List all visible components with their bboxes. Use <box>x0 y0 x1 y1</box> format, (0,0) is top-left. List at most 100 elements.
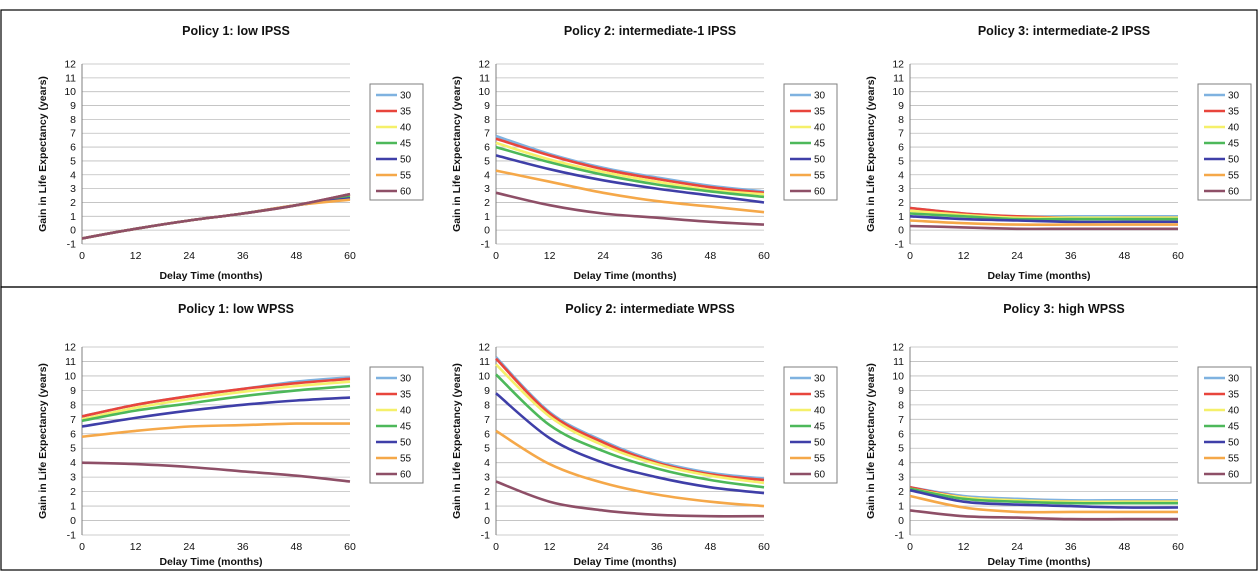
y-tick-label: 5 <box>70 443 76 455</box>
y-tick-label: 0 <box>484 515 490 527</box>
x-tick-label: 36 <box>651 541 663 553</box>
legend-label-30: 30 <box>814 374 826 385</box>
x-tick-label: 24 <box>1011 541 1023 553</box>
y-tick-label: 9 <box>898 100 904 112</box>
y-tick-label: 3 <box>484 472 490 484</box>
y-tick-label: 3 <box>898 183 904 195</box>
legend-label-40: 40 <box>1228 406 1240 417</box>
y-tick-label: 1 <box>898 501 904 513</box>
x-tick-label: 60 <box>1172 541 1184 553</box>
x-tick-label: 60 <box>758 250 770 262</box>
y-axis-title: Gain in Life Expectancy (years) <box>451 363 463 519</box>
legend-label-30: 30 <box>400 374 412 385</box>
series-line-60 <box>81 192 351 240</box>
legend-label-45: 45 <box>814 139 826 150</box>
x-axis-title: Delay Time (months) <box>987 556 1090 568</box>
legend-label-30: 30 <box>814 91 826 102</box>
y-tick-label: 7 <box>484 128 490 140</box>
legend-label-45: 45 <box>400 422 412 433</box>
legend-label-60: 60 <box>400 187 412 198</box>
y-tick-label: 0 <box>898 515 904 527</box>
series-line-50 <box>81 396 351 428</box>
y-tick-label: 8 <box>70 114 76 126</box>
x-tick-label: 36 <box>237 541 249 553</box>
y-tick-label: 4 <box>898 169 904 181</box>
legend-label-55: 55 <box>1228 171 1240 182</box>
series-line-30 <box>909 486 1178 502</box>
y-tick-label: 8 <box>898 399 904 411</box>
y-tick-label: 5 <box>898 155 904 167</box>
y-tick-label: 9 <box>484 100 490 112</box>
x-tick-label: 12 <box>130 541 142 553</box>
chart-title: Policy 3: high WPSS <box>1003 302 1125 316</box>
y-tick-label: 3 <box>484 183 490 195</box>
x-tick-label: 12 <box>544 541 556 553</box>
legend-label-55: 55 <box>400 171 412 182</box>
legend-label-55: 55 <box>1228 454 1240 465</box>
legend-label-30: 30 <box>1228 374 1240 385</box>
y-tick-label: 4 <box>484 169 490 181</box>
legend-label-45: 45 <box>814 422 826 433</box>
y-tick-label: 12 <box>478 59 490 71</box>
x-tick-label: 24 <box>597 541 609 553</box>
x-tick-label: 0 <box>493 250 499 262</box>
x-tick-label: 0 <box>493 541 499 553</box>
x-tick-label: 36 <box>237 250 249 262</box>
legend-label-50: 50 <box>814 438 826 449</box>
y-tick-label: 1 <box>484 501 490 513</box>
y-tick-label: 10 <box>478 370 490 382</box>
series-line-60 <box>81 461 351 483</box>
series-line-40 <box>81 380 351 421</box>
series-line-35 <box>495 357 765 482</box>
legend-label-40: 40 <box>1228 123 1240 134</box>
x-tick-label: 12 <box>958 541 970 553</box>
series-line-50 <box>495 154 765 204</box>
series-line-45 <box>909 487 1178 505</box>
y-tick-label: -1 <box>481 239 490 251</box>
y-tick-label: 7 <box>70 414 76 426</box>
legend-label-55: 55 <box>400 454 412 465</box>
legend-label-60: 60 <box>814 470 826 481</box>
y-tick-label: 11 <box>893 356 904 368</box>
legend-label-40: 40 <box>814 123 826 134</box>
y-tick-label: 5 <box>70 155 76 167</box>
legend-label-30: 30 <box>400 91 412 102</box>
legend-label-55: 55 <box>814 171 826 182</box>
y-tick-label: 1 <box>898 211 904 223</box>
chart-title: Policy 2: intermediate-1 IPSS <box>564 24 736 38</box>
y-tick-label: 2 <box>484 197 490 209</box>
legend-label-45: 45 <box>1228 422 1240 433</box>
series-line-45 <box>909 212 1178 221</box>
legend-label-60: 60 <box>1228 470 1240 481</box>
x-tick-label: 0 <box>79 541 85 553</box>
legend-label-35: 35 <box>1228 107 1240 118</box>
y-tick-label: 11 <box>479 356 490 368</box>
series-line-40 <box>495 363 765 485</box>
chart-panel-2: Policy 2: intermediate-1 IPSS-1012345678… <box>451 24 838 282</box>
y-tick-label: 12 <box>478 342 490 354</box>
y-tick-label: 8 <box>484 114 490 126</box>
y-tick-label: 12 <box>64 342 76 354</box>
y-tick-label: 3 <box>70 472 76 484</box>
x-tick-label: 36 <box>651 250 663 262</box>
y-tick-label: 10 <box>892 370 904 382</box>
y-tick-label: 2 <box>484 486 490 498</box>
legend-label-40: 40 <box>400 406 412 417</box>
x-tick-label: 24 <box>597 250 609 262</box>
y-tick-label: 6 <box>898 142 904 154</box>
y-tick-label: 6 <box>70 142 76 154</box>
y-tick-label: 11 <box>893 72 904 84</box>
x-axis-title: Delay Time (months) <box>573 270 676 282</box>
legend-label-45: 45 <box>1228 139 1240 150</box>
y-tick-label: 7 <box>898 128 904 140</box>
y-tick-label: 8 <box>484 399 490 411</box>
y-tick-label: -1 <box>67 530 76 542</box>
y-tick-label: 11 <box>65 72 76 84</box>
x-tick-label: 48 <box>705 541 717 553</box>
x-tick-label: 48 <box>1119 541 1131 553</box>
series-line-30 <box>495 134 765 193</box>
legend-label-50: 50 <box>400 155 412 166</box>
y-tick-label: 6 <box>70 428 76 440</box>
